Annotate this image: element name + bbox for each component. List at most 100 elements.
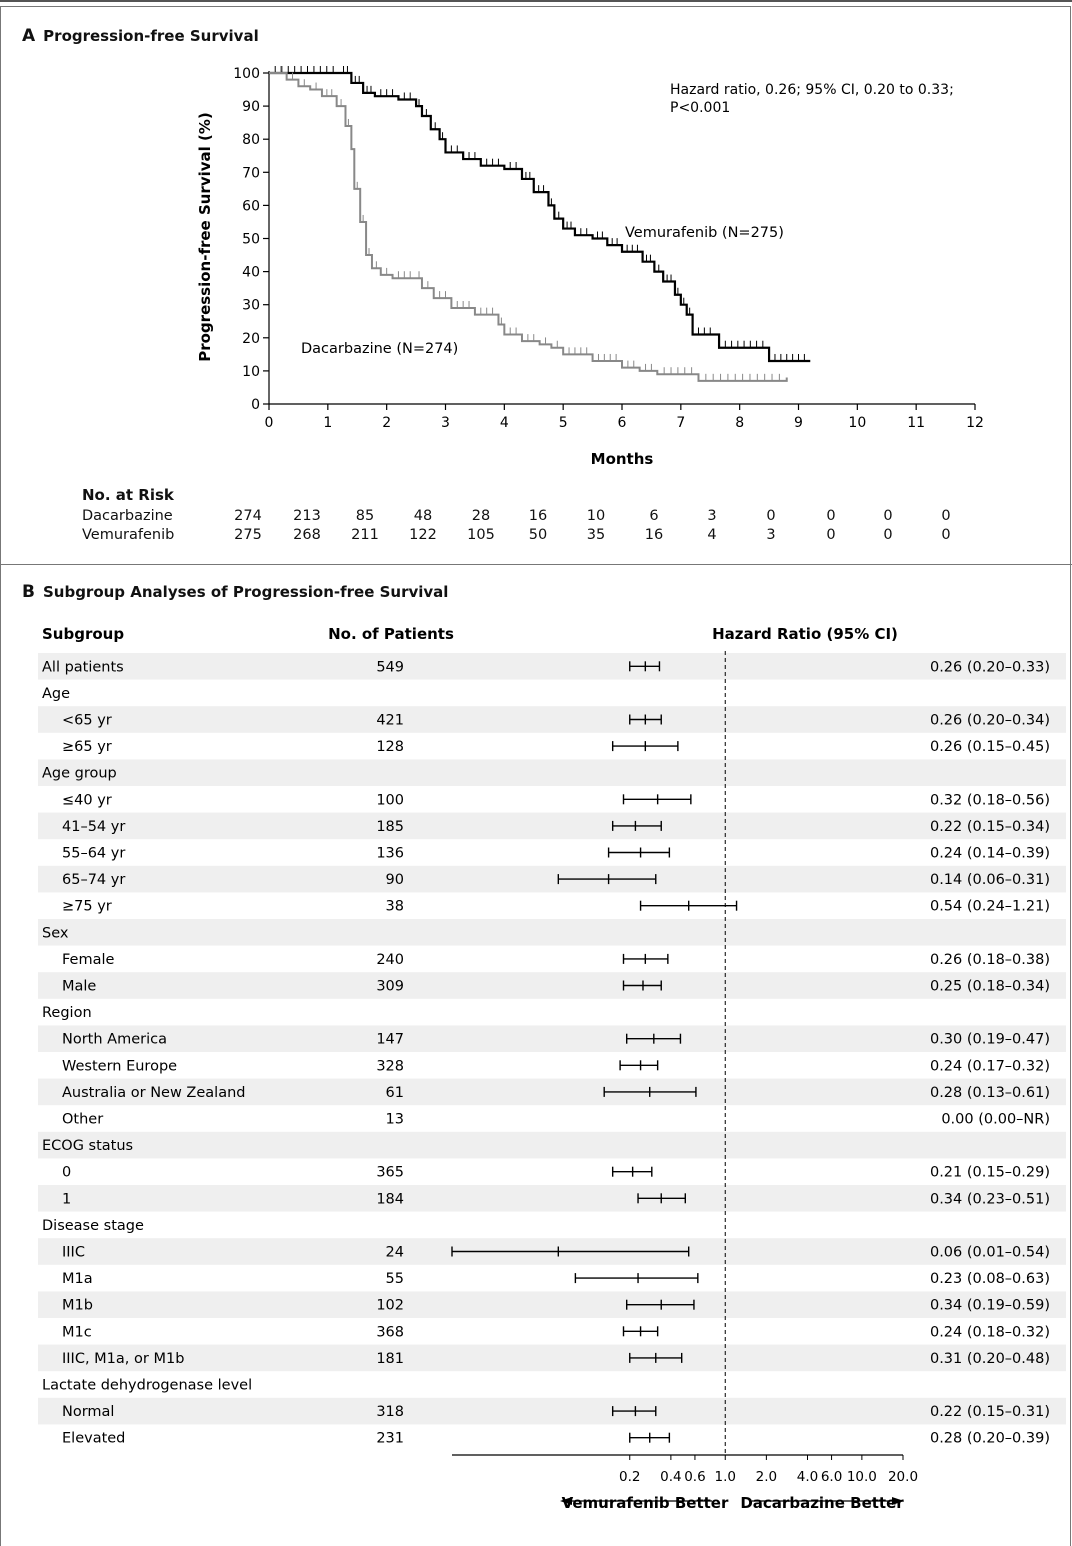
km-x-tick-label: 12 xyxy=(966,415,984,431)
risk-value: 28 xyxy=(471,508,491,524)
km-y-tick-label: 90 xyxy=(242,99,260,115)
forest-row-band xyxy=(38,812,1066,840)
forest-row-label: Western Europe xyxy=(62,1058,177,1074)
forest-row-n: 61 xyxy=(386,1085,404,1101)
forest-row-label: North America xyxy=(62,1032,167,1048)
risk-value: 211 xyxy=(351,527,379,543)
risk-value: 0 xyxy=(766,508,776,524)
forest-row-hr: 0.26 (0.20–0.33) xyxy=(930,659,1050,675)
forest-row-band xyxy=(38,706,1066,733)
risk-label-vemurafenib: Vemurafenib xyxy=(82,527,175,543)
forest-row-n: 318 xyxy=(376,1404,404,1420)
forest-row-band xyxy=(38,1344,1066,1372)
km-hazard-line2: P<0.001 xyxy=(670,100,730,116)
forest-row-n: 128 xyxy=(376,739,404,755)
km-x-tick-label: 11 xyxy=(907,415,925,431)
forest-row-n: 309 xyxy=(376,979,404,995)
forest-row-n: 328 xyxy=(376,1058,404,1074)
forest-x-tick-label: 4.0 xyxy=(797,1469,818,1485)
forest-row-label: Other xyxy=(62,1112,103,1128)
forest-row-band xyxy=(38,759,1066,786)
forest-row-n: 136 xyxy=(376,846,404,862)
forest-x-tick-label: 20.0 xyxy=(888,1469,918,1485)
risk-value: 4 xyxy=(707,527,717,543)
panel-a-letter: A xyxy=(22,26,36,46)
risk-value: 3 xyxy=(707,508,717,524)
forest-row-hr: 0.22 (0.15–0.31) xyxy=(930,1404,1050,1420)
forest-row-hr: 0.31 (0.20–0.48) xyxy=(930,1351,1050,1367)
forest-row-n: 55 xyxy=(386,1271,404,1287)
forest-row-label: IIIC, M1a, or M1b xyxy=(62,1351,184,1367)
forest-row-label: 55–64 yr xyxy=(62,846,125,862)
forest-row-label: M1a xyxy=(62,1271,93,1287)
forest-row-n: 102 xyxy=(376,1298,404,1314)
forest-row-hr: 0.26 (0.15–0.45) xyxy=(930,739,1050,755)
km-series-line-dacarbazine xyxy=(269,72,788,382)
panel-b-title: B Subgroup Analyses of Progression-free S… xyxy=(22,582,448,602)
km-x-tick-label: 1 xyxy=(323,415,332,431)
km-x-tick-label: 8 xyxy=(735,415,744,431)
risk-value: 6 xyxy=(649,508,659,524)
forest-row-n: 38 xyxy=(386,899,404,915)
km-x-tick-label: 5 xyxy=(559,415,568,431)
left-arrow-label: Vemurafenib Better xyxy=(562,1494,729,1512)
risk-value: 105 xyxy=(467,527,495,543)
risk-value: 3 xyxy=(766,527,776,543)
risk-value: 122 xyxy=(409,527,437,543)
forest-row-hr: 0.06 (0.01–0.54) xyxy=(930,1245,1050,1261)
forest-row-label: Australia or New Zealand xyxy=(62,1085,245,1101)
forest-row-label: ≤40 yr xyxy=(62,792,112,808)
left-arrow-head xyxy=(560,1497,572,1505)
forest-row-band xyxy=(38,1025,1066,1052)
figure-frame xyxy=(0,6,1071,1546)
forest-row-n: 147 xyxy=(376,1032,404,1048)
forest-row-band xyxy=(38,1131,1066,1159)
forest-row-n: 184 xyxy=(376,1191,404,1207)
forest-x-tick-label: 0.6 xyxy=(684,1469,705,1485)
panel-a-title-text: Progression-free Survival xyxy=(43,27,259,45)
forest-rows: All patients 549 0.26 (0.20–0.33) Age <65 yr… xyxy=(38,651,1066,1455)
km-series-line-vemurafenib xyxy=(269,71,811,363)
forest-row-label: IIIC xyxy=(62,1245,85,1261)
risk-label-dacarbazine: Dacarbazine xyxy=(82,508,173,524)
risk-value: 274 xyxy=(234,508,262,524)
forest-row-hr: 0.24 (0.18–0.32) xyxy=(930,1324,1050,1340)
km-xlabel: Months xyxy=(591,450,654,468)
forest-x-tick-label: 10.0 xyxy=(847,1469,877,1485)
forest-row-label: Female xyxy=(62,952,115,968)
km-y-tick-label: 20 xyxy=(242,331,260,347)
km-y-tick-label: 70 xyxy=(242,165,260,181)
forest-row-label: Disease stage xyxy=(42,1218,144,1234)
right-arrow-head xyxy=(892,1497,904,1505)
forest-row-band xyxy=(38,1185,1066,1212)
forest-row-n: 368 xyxy=(376,1324,404,1340)
km-y-tick-label: 10 xyxy=(242,364,260,380)
risk-value: 35 xyxy=(586,527,606,543)
forest-row-hr: 0.28 (0.13–0.61) xyxy=(930,1085,1050,1101)
forest-row-label: All patients xyxy=(42,659,124,675)
forest-row-label: Age xyxy=(42,686,70,702)
forest-row-label: 0 xyxy=(62,1165,71,1181)
risk-value: 0 xyxy=(826,508,836,524)
panel-a-title: A Progression-free Survival xyxy=(22,26,259,46)
km-dac-label: Dacarbazine (N=274) xyxy=(301,341,458,357)
km-x-tick-label: 2 xyxy=(382,415,391,431)
forest-row-label: Age group xyxy=(42,766,117,782)
forest-row-n: 549 xyxy=(376,659,404,675)
forest-row-label: 41–54 yr xyxy=(62,819,125,835)
forest-row-band xyxy=(38,865,1066,893)
forest-row-hr: 0.32 (0.18–0.56) xyxy=(930,792,1050,808)
forest-row-hr: 0.26 (0.18–0.38) xyxy=(930,952,1050,968)
forest-row-band xyxy=(38,972,1066,999)
km-x-tick-label: 4 xyxy=(500,415,509,431)
forest-row-hr: 0.30 (0.19–0.47) xyxy=(930,1032,1050,1048)
forest-row-hr: 0.24 (0.17–0.32) xyxy=(930,1058,1050,1074)
risk-value: 16 xyxy=(644,527,664,543)
forest-row-label: 1 xyxy=(62,1191,71,1207)
forest-row-hr: 0.54 (0.24–1.21) xyxy=(930,899,1050,915)
forest-row-label: Lactate dehydrogenase level xyxy=(42,1378,252,1394)
forest-row-label: <65 yr xyxy=(62,713,112,729)
forest-row-n: 240 xyxy=(376,952,404,968)
